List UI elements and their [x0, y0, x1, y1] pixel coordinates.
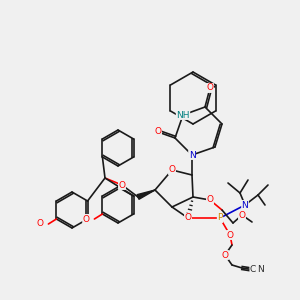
Polygon shape [137, 190, 155, 199]
Text: O: O [238, 211, 245, 220]
Text: C: C [250, 266, 256, 274]
Text: O: O [37, 220, 44, 229]
Text: O: O [206, 83, 214, 92]
Text: NH: NH [176, 110, 190, 119]
Text: O: O [154, 128, 161, 136]
Text: N: N [242, 200, 248, 209]
Text: O: O [184, 214, 191, 223]
Text: P: P [217, 214, 223, 223]
Text: O: O [169, 166, 176, 175]
Text: N: N [189, 151, 195, 160]
Text: O: O [83, 214, 90, 224]
Text: O: O [118, 181, 125, 190]
Text: O: O [221, 250, 229, 260]
Text: O: O [206, 196, 214, 205]
Text: N: N [256, 266, 263, 274]
Text: O: O [226, 230, 233, 239]
Text: O: O [83, 214, 90, 224]
